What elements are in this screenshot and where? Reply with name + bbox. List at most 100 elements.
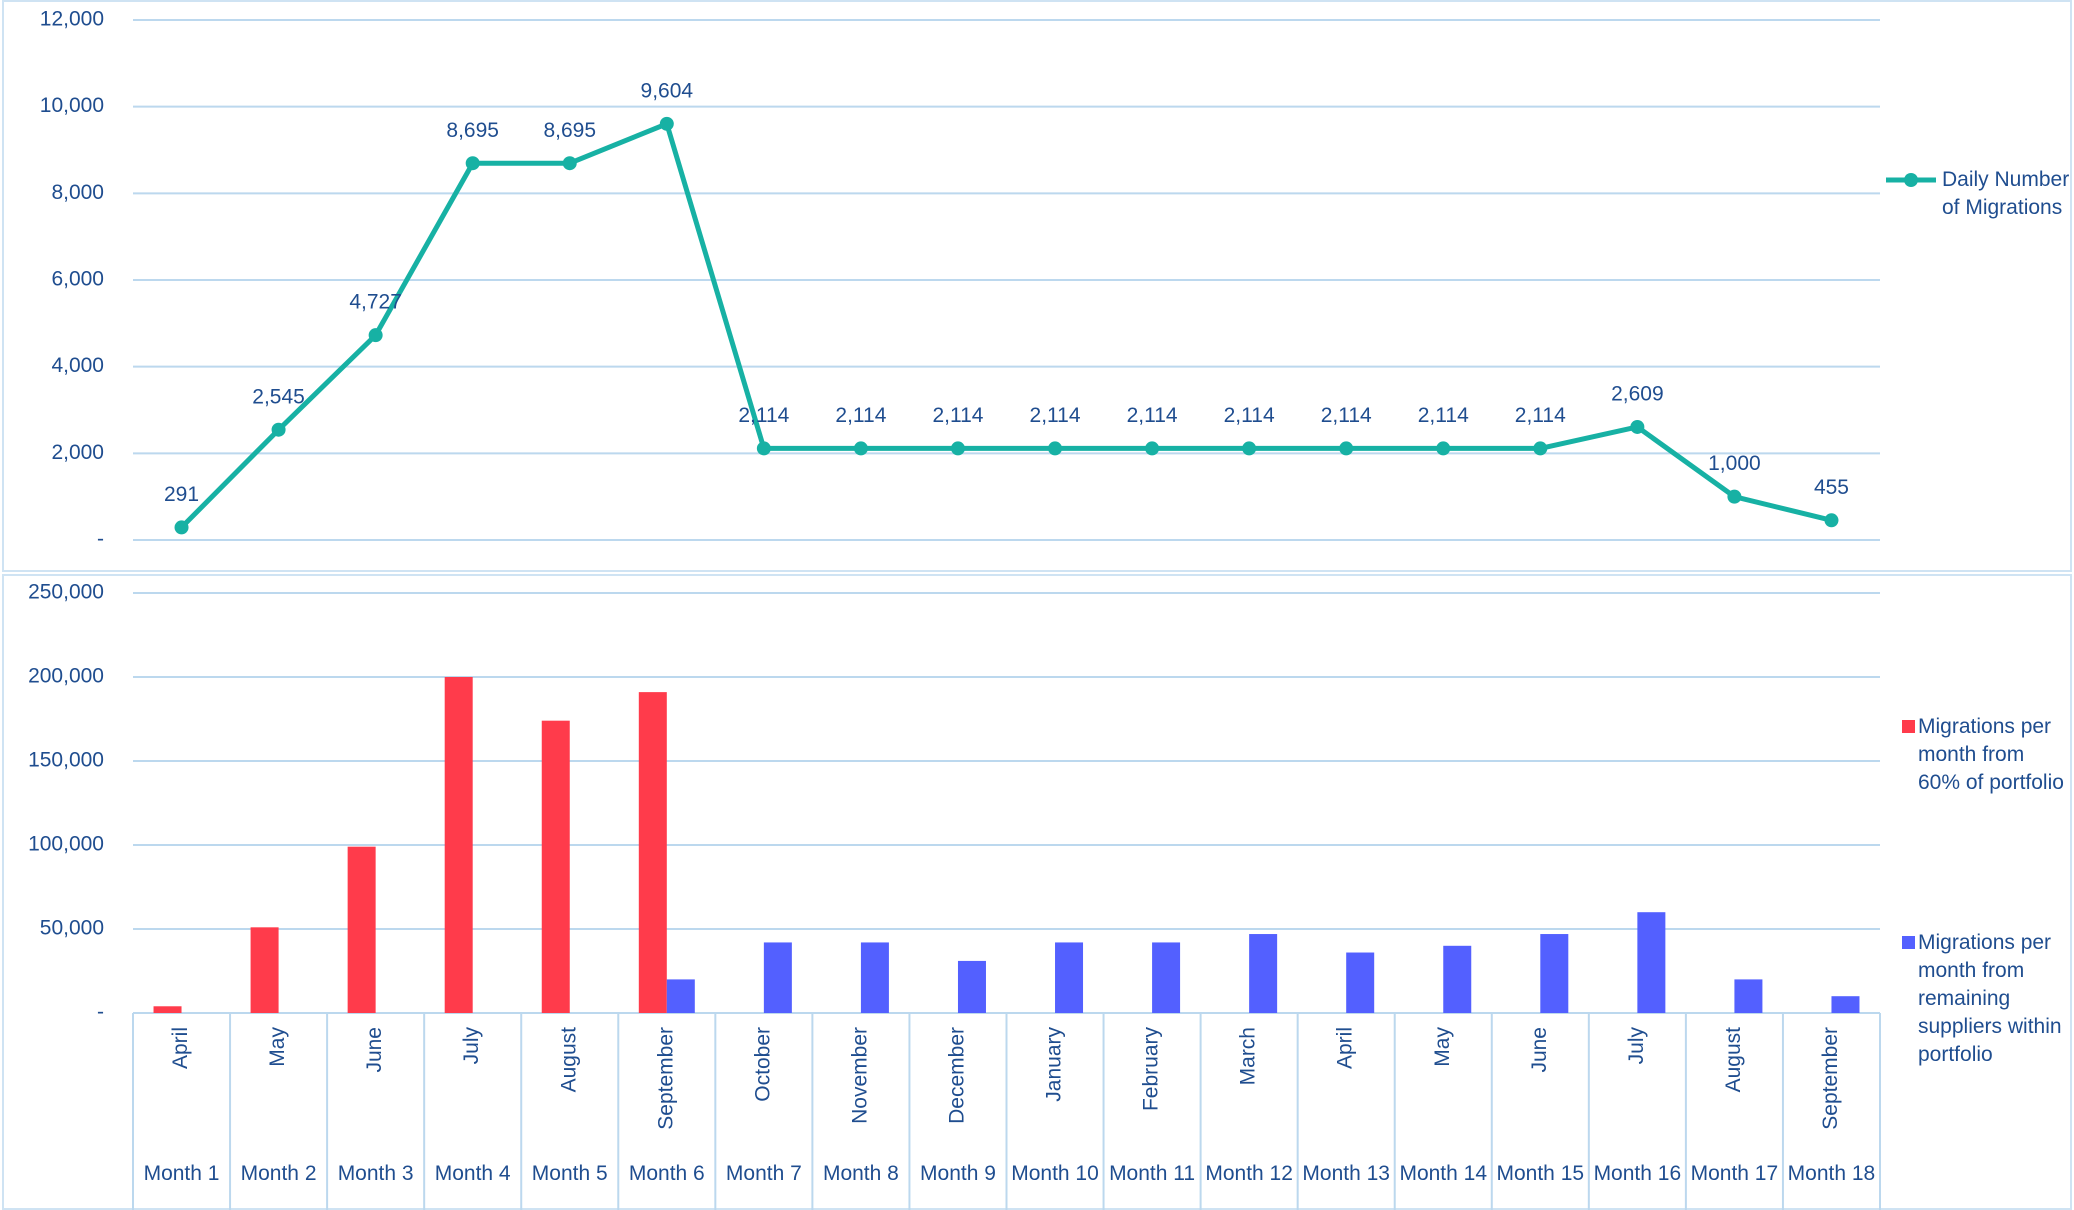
legend-marker: [1904, 173, 1918, 187]
point: [1533, 441, 1548, 456]
point: [465, 156, 480, 171]
period-label: Month 8: [822, 1162, 899, 1185]
point: [271, 422, 286, 437]
period-label: Month 6: [628, 1162, 705, 1185]
x-tick-label: May: [266, 1027, 289, 1067]
panel-bottom: [2, 574, 2072, 1210]
x-tick-label: July: [460, 1027, 483, 1065]
x-tick-label: April: [1334, 1027, 1357, 1069]
bar: [1152, 942, 1181, 1013]
y-tick-label: 2,000: [51, 441, 104, 464]
point: [1048, 441, 1063, 456]
bar: [1055, 942, 1084, 1013]
point: [950, 441, 965, 456]
bar: [763, 942, 792, 1013]
y-tick-label: 50,000: [40, 917, 104, 940]
bar: [1346, 952, 1375, 1013]
point: [562, 156, 577, 171]
period-label: Month 4: [434, 1162, 511, 1185]
y-tick-label: 150,000: [28, 749, 104, 772]
bar: [250, 927, 279, 1013]
legend-swatch: [1902, 936, 1915, 949]
bar: [541, 720, 570, 1013]
data-label: 2,114: [932, 404, 983, 427]
x-tick-label: April: [169, 1027, 192, 1069]
data-label: 2,114: [738, 404, 789, 427]
point: [1824, 513, 1839, 528]
bar: [1249, 934, 1278, 1013]
period-label: Month 15: [1496, 1162, 1585, 1185]
bar: [957, 960, 986, 1013]
bar: [860, 942, 889, 1013]
period-label: Month 5: [531, 1162, 608, 1185]
y-tick-label: -: [97, 528, 104, 551]
bar: [666, 979, 695, 1013]
data-label: 8,695: [446, 119, 499, 142]
x-tick-label: May: [1431, 1027, 1454, 1067]
point: [1339, 441, 1354, 456]
point: [1436, 441, 1451, 456]
bar: [1443, 945, 1472, 1013]
legend-label: Migrations per month from remaining supp…: [1918, 931, 2062, 1066]
data-label: 2,114: [1224, 404, 1275, 427]
period-label: Month 17: [1690, 1162, 1779, 1185]
data-label: 4,727: [349, 291, 402, 314]
data-label: 455: [1814, 476, 1849, 499]
data-label: 8,695: [543, 119, 596, 142]
period-label: Month 7: [725, 1162, 802, 1185]
point: [853, 441, 868, 456]
x-tick-label: August: [557, 1027, 580, 1093]
data-label: 2,114: [1418, 404, 1469, 427]
bar: [153, 1006, 182, 1013]
x-tick-label: October: [751, 1027, 774, 1102]
y-tick-label: 10,000: [40, 94, 104, 117]
data-label: 2,114: [1321, 404, 1372, 427]
bar: [347, 846, 376, 1013]
point: [1145, 441, 1160, 456]
legend-label: Migrations per month from 60% of portfol…: [1918, 715, 2064, 794]
y-tick-label: 4,000: [51, 354, 104, 377]
point: [368, 328, 383, 343]
period-label: Month 2: [240, 1162, 317, 1185]
bar: [444, 677, 473, 1013]
bar: [1734, 979, 1763, 1013]
x-tick-label: July: [1625, 1027, 1648, 1065]
x-tick-label: September: [1819, 1027, 1842, 1130]
period-label: Month 11: [1109, 1162, 1196, 1185]
data-label: 1,000: [1708, 452, 1761, 475]
x-tick-label: January: [1043, 1027, 1066, 1102]
y-tick-label: 6,000: [51, 268, 104, 291]
bar: [1637, 912, 1666, 1013]
y-tick-label: 100,000: [28, 833, 104, 856]
bar: [638, 692, 667, 1013]
y-tick-label: 12,000: [40, 8, 104, 31]
point: [174, 520, 189, 535]
data-label: 2,114: [1127, 404, 1178, 427]
period-label: Month 1: [143, 1162, 220, 1185]
y-tick-label: 200,000: [28, 665, 104, 688]
period-label: Month 16: [1593, 1162, 1682, 1185]
data-label: 291: [164, 483, 199, 506]
period-label: Month 13: [1302, 1162, 1390, 1185]
panel-top: [2, 0, 2072, 572]
legend-swatch: [1902, 720, 1915, 733]
period-label: Month 3: [337, 1162, 414, 1185]
y-tick-label: -: [97, 1001, 104, 1024]
x-tick-label: September: [654, 1027, 677, 1130]
bar: [1831, 996, 1860, 1013]
y-tick-label: 250,000: [28, 581, 104, 604]
x-tick-label: August: [1722, 1027, 1745, 1093]
bar: [1540, 934, 1569, 1013]
data-label: 2,114: [1030, 404, 1081, 427]
period-label: Month 9: [920, 1162, 996, 1185]
point: [1727, 489, 1742, 504]
period-label: Month 10: [1011, 1162, 1099, 1185]
x-tick-label: June: [1528, 1027, 1551, 1073]
point: [659, 116, 674, 131]
data-label: 2,114: [1515, 404, 1566, 427]
x-tick-label: March: [1237, 1027, 1260, 1085]
point: [756, 441, 771, 456]
x-tick-label: February: [1140, 1027, 1163, 1112]
